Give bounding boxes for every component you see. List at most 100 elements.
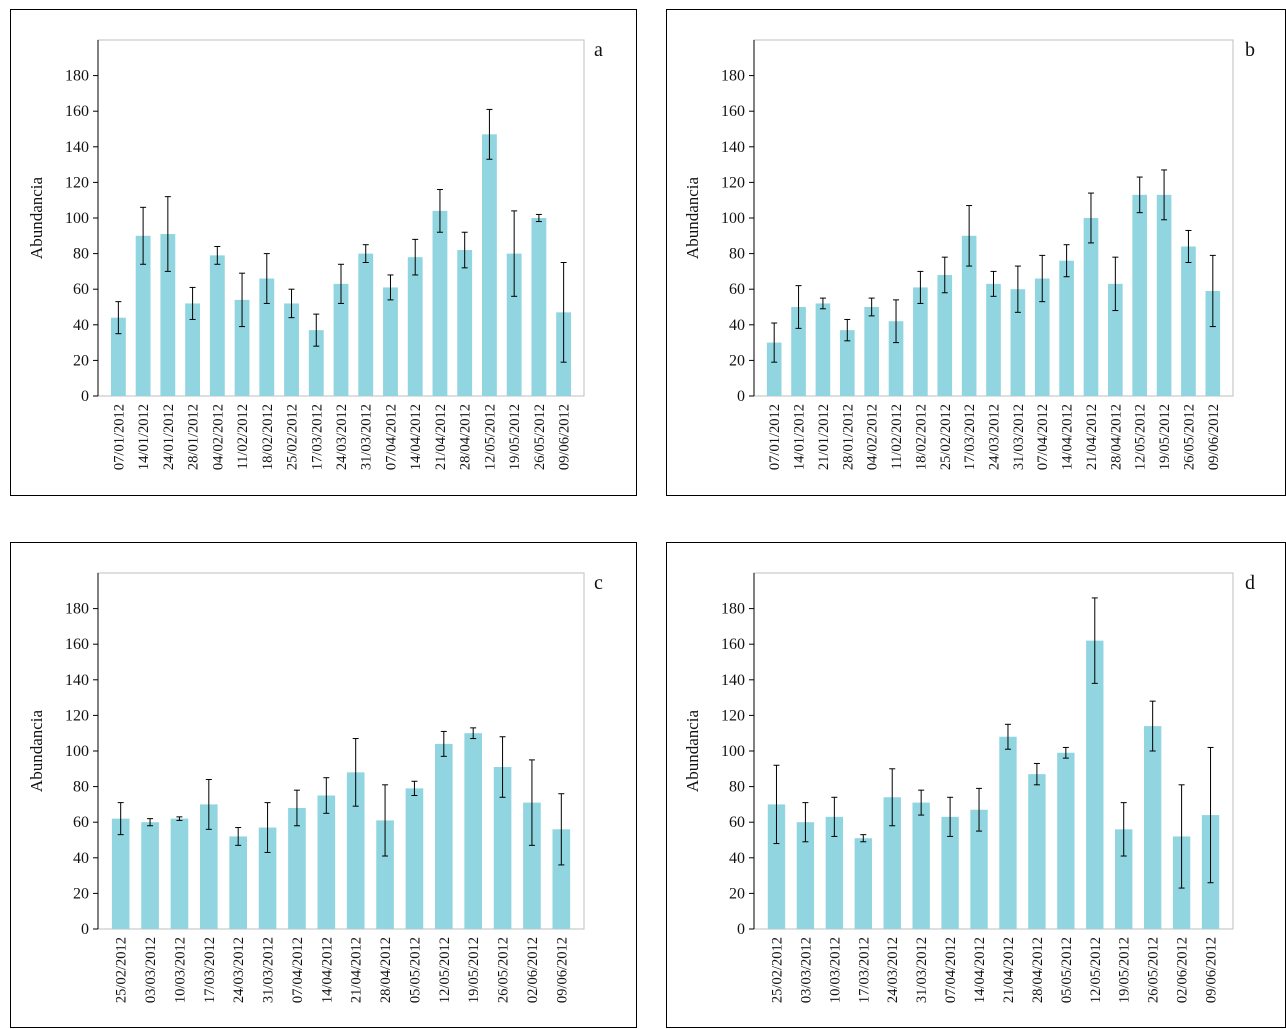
bar	[346, 772, 365, 929]
y-tick-label: 60	[73, 814, 89, 831]
x-tick-label: 03/03/2012	[143, 937, 159, 1003]
bar	[1086, 640, 1104, 929]
panel-label: a	[594, 39, 603, 61]
y-axis-label: Abundancia	[27, 176, 46, 259]
x-tick-label: 07/01/2012	[111, 404, 127, 470]
y-tick-label: 100	[65, 210, 89, 227]
y-tick-label: 180	[65, 68, 89, 85]
x-tick-label: 12/05/2012	[1088, 937, 1104, 1003]
x-tick-label: 11/02/2012	[235, 404, 251, 470]
bar	[358, 253, 374, 396]
y-tick-label: 20	[729, 352, 745, 369]
bar	[234, 299, 250, 396]
bar	[1034, 278, 1050, 396]
x-tick-label: 24/01/2012	[161, 404, 177, 470]
bar	[111, 818, 130, 929]
x-tick-label: 09/06/2012	[1206, 404, 1222, 470]
x-tick-label: 25/02/2012	[285, 404, 301, 470]
bar-chart-d: 0 20 40 60 80 100 120 140 160 180 Abundancia d 25/02…	[683, 572, 1255, 1003]
x-tick-label: 11/02/2012	[889, 404, 905, 470]
x-tick-label: 28/01/2012	[186, 404, 202, 470]
x-tick-label: 26/05/2012	[496, 937, 512, 1003]
x-tick-label: 21/04/2012	[433, 404, 449, 470]
bar	[506, 253, 522, 396]
y-tick-label: 60	[729, 281, 745, 298]
x-tick-label: 12/05/2012	[482, 404, 498, 470]
bar	[160, 234, 176, 396]
bar	[432, 210, 448, 396]
x-tick-label: 04/02/2012	[865, 404, 881, 470]
y-tick-label: 180	[65, 601, 89, 618]
bar	[1108, 283, 1123, 396]
bar	[883, 797, 901, 929]
x-tick-label: 09/06/2012	[1204, 937, 1220, 1003]
y-tick-label: 40	[729, 850, 745, 867]
x-tick-label: 19/05/2012	[1157, 404, 1173, 470]
y-tick-label: 0	[81, 921, 89, 938]
y-tick-label: 160	[65, 636, 89, 653]
bar	[888, 321, 904, 396]
panel-label: d	[1245, 572, 1255, 594]
y-tick-label: 60	[73, 281, 89, 298]
y-tick-label: 120	[721, 174, 745, 191]
bar	[839, 330, 855, 396]
x-tick-label: 25/02/2012	[114, 937, 130, 1003]
bar	[523, 802, 541, 929]
x-tick-label: 14/01/2012	[136, 404, 152, 470]
x-tick-label: 05/05/2012	[407, 937, 423, 1003]
bar	[815, 303, 831, 396]
y-tick-label: 120	[65, 174, 89, 191]
x-tick-label: 31/03/2012	[261, 937, 277, 1003]
chart-panel-d: 0 20 40 60 80 100 120 140 160 180 Abundancia d 25/02…	[666, 542, 1286, 1028]
x-tick-label: 28/04/2012	[1030, 937, 1046, 1003]
x-tick-label: 17/03/2012	[309, 404, 325, 470]
bar	[200, 804, 218, 929]
y-tick-label: 140	[65, 139, 89, 156]
y-axis-label: Abundancia	[683, 176, 702, 259]
bar	[383, 287, 398, 396]
bar-chart-c: 0 20 40 60 80 100 120 140 160 180 Abundancia c 25/02…	[27, 572, 603, 1003]
x-tick-label: 19/05/2012	[466, 937, 482, 1003]
y-tick-label: 160	[721, 103, 745, 120]
bar-chart-a: 0 20 40 60 80 100 120 140 160 180 Abundancia a 07/01…	[27, 39, 603, 470]
bar	[970, 809, 988, 929]
x-tick-label: 09/06/2012	[554, 937, 570, 1003]
bar	[1181, 246, 1196, 396]
bar	[1156, 194, 1172, 396]
bar	[854, 838, 872, 929]
x-tick-label: 17/03/2012	[202, 937, 218, 1003]
bar	[552, 829, 571, 929]
y-tick-label: 20	[729, 885, 745, 902]
x-tick-label: 02/06/2012	[525, 937, 541, 1003]
y-tick-label: 180	[721, 601, 745, 618]
x-tick-label: 03/03/2012	[798, 937, 814, 1003]
bar	[333, 283, 349, 396]
x-tick-label: 28/04/2012	[458, 404, 474, 470]
x-tick-label: 14/04/2012	[972, 937, 988, 1003]
y-tick-label: 160	[65, 103, 89, 120]
bar	[457, 250, 473, 396]
x-tick-label: 07/04/2012	[1035, 404, 1051, 470]
bar	[135, 235, 151, 396]
y-tick-label: 80	[729, 246, 745, 263]
x-tick-label: 24/03/2012	[987, 404, 1003, 470]
bar	[258, 827, 277, 929]
y-tick-label: 40	[729, 317, 745, 334]
y-tick-label: 140	[721, 139, 745, 156]
y-tick-label: 0	[81, 388, 89, 405]
x-tick-label: 14/04/2012	[319, 937, 335, 1003]
x-tick-label: 07/04/2012	[290, 937, 306, 1003]
bar	[941, 816, 959, 929]
panel-label: c	[594, 572, 603, 594]
x-tick-label: 24/03/2012	[334, 404, 350, 470]
y-tick-label: 80	[73, 779, 89, 796]
bar	[1028, 774, 1046, 929]
bar	[961, 235, 977, 396]
bar	[317, 795, 336, 929]
bar	[170, 818, 189, 929]
bar	[531, 218, 547, 396]
y-tick-label: 40	[73, 850, 89, 867]
x-tick-label: 19/05/2012	[507, 404, 523, 470]
bar	[1205, 290, 1221, 396]
x-tick-label: 31/03/2012	[914, 937, 930, 1003]
